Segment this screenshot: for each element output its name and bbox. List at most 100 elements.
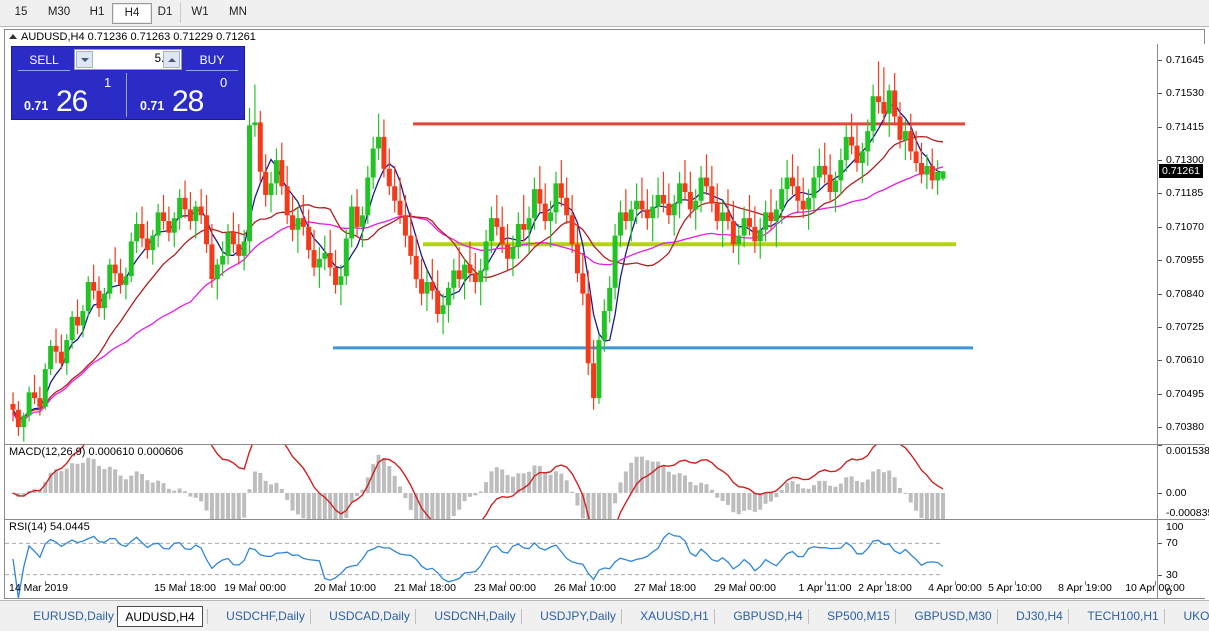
candlestick: [118, 258, 124, 294]
candlestick: [333, 250, 339, 294]
symbol-tab-audusd-h4[interactable]: AUDUSD,H4: [117, 606, 203, 627]
symbol-tab-tech100-h1[interactable]: TECH100,H1: [1087, 609, 1159, 623]
time-axis[interactable]: 14 Mar 2019 15 Mar 18:00 19 Mar 00:00 20 Ma…: [5, 581, 1204, 597]
candlestick: [918, 142, 924, 184]
macd-histogram-bar: [80, 462, 85, 493]
candlestick: [85, 276, 91, 317]
macd-histogram-bar: [102, 469, 107, 493]
symbol-tab-xauusd-h1[interactable]: XAUUSD,H1: [640, 609, 709, 623]
buy-button[interactable]: BUY: [186, 50, 238, 71]
candlestick: [703, 154, 709, 195]
macd-histogram-bar: [478, 491, 483, 493]
timeframe-d1[interactable]: D1: [157, 6, 173, 18]
macd-histogram-bar: [699, 482, 704, 493]
macd-histogram-bar: [908, 492, 913, 503]
sell-button[interactable]: SELL: [18, 50, 70, 71]
macd-scale[interactable]: 0.001538 0.00 -0.000835: [1157, 445, 1209, 520]
symbol-tab-usdcnh-daily[interactable]: USDCNH,Daily: [434, 609, 516, 623]
candlestick: [295, 206, 301, 253]
price-tick: [1158, 260, 1162, 262]
macd-histogram-bar: [677, 473, 682, 493]
symbol-tab-sp500-m15[interactable]: SP500,M15: [827, 609, 890, 623]
time-tick: [955, 581, 956, 585]
macd-histogram-bar: [887, 470, 892, 493]
tab-separator: [808, 609, 809, 624]
sell-price-prefix: 0.71: [24, 99, 49, 113]
symbol-tab-eurusd-daily[interactable]: EURUSD,Daily: [33, 609, 114, 623]
candlestick: [32, 374, 38, 404]
candlestick: [435, 270, 441, 323]
candlestick: [666, 183, 672, 224]
macd-histogram-bar: [844, 477, 849, 493]
macd-histogram-bar: [156, 480, 161, 493]
rsi-tick: [1158, 543, 1162, 545]
candlestick: [171, 212, 177, 248]
candlestick: [26, 386, 32, 422]
symbol-tab-gbpusd-m30[interactable]: GBPUSD,M30: [914, 609, 992, 623]
candlestick: [343, 229, 349, 285]
candlestick: [897, 102, 903, 149]
candlestick: [483, 229, 489, 283]
timeframe-w1[interactable]: W1: [191, 6, 209, 18]
tab-separator: [1068, 609, 1069, 624]
timeframe-h1[interactable]: H1: [89, 6, 105, 18]
macd-histogram-bar: [457, 492, 462, 510]
symbol-tab-usdjpy-daily[interactable]: USDJPY,Daily: [540, 609, 616, 623]
timeframe-h4[interactable]: H4: [112, 3, 152, 24]
macd-histogram-bar: [107, 466, 112, 493]
sell-price-display[interactable]: 0.71 26 1: [14, 73, 127, 118]
symbol-tab-dj30-h4[interactable]: DJ30,H4: [1016, 609, 1063, 623]
buy-price-display[interactable]: 0.71 28 0: [130, 73, 242, 118]
timeframe-15[interactable]: 15: [14, 6, 28, 18]
rsi-pane[interactable]: RSI(14) 54.0445 100 70 30 0: [5, 520, 1205, 598]
price-scale[interactable]: 0.71645 0.71530 0.71415 0.71300 0.71185 0.710…: [1157, 44, 1205, 444]
macd-signal-line: [12, 445, 944, 519]
candlestick: [591, 340, 597, 410]
volume-decrease-button[interactable]: [76, 51, 93, 68]
macd-histogram-bar: [790, 481, 795, 493]
timeframe-mn[interactable]: MN: [229, 6, 247, 18]
one-click-trading-panel[interactable]: SELL 5.00 BUY 0.71 26 1 0.71 28 0: [11, 46, 245, 120]
macd-histogram-bar: [656, 461, 661, 493]
candlestick: [827, 154, 833, 201]
tab-separator: [1164, 609, 1165, 624]
macd-histogram-bar: [634, 456, 639, 493]
candlestick: [64, 334, 70, 375]
volume-increase-button[interactable]: [163, 51, 180, 68]
macd-histogram-bar: [860, 482, 865, 493]
rsi-scale[interactable]: 100 70 30 0: [1157, 520, 1205, 598]
macd-histogram-bar: [123, 479, 128, 493]
candlestick: [531, 177, 537, 230]
symbol-tab-gbpusd-h4[interactable]: GBPUSD,H4: [733, 609, 803, 623]
candlestick: [69, 311, 75, 349]
macd-histogram-bar: [451, 492, 456, 517]
macd-histogram-bar: [666, 471, 671, 493]
symbol-tab-usdchf-daily[interactable]: USDCHF,Daily: [226, 609, 305, 623]
candlestick: [746, 194, 752, 236]
macd-histogram-bar: [295, 492, 300, 515]
symbol-tab-usdcad-daily[interactable]: USDCAD,Daily: [329, 609, 410, 623]
symbol-tab-bar[interactable]: EURUSD,Daily AUDUSD,H4 USDCHF,Daily USDCAD,…: [0, 600, 1209, 631]
candlestick: [15, 401, 21, 436]
oct-controls-row: SELL 5.00 BUY: [12, 47, 244, 73]
rsi-canvas[interactable]: [5, 520, 1157, 598]
price-pane[interactable]: 0.71645 0.71530 0.71415 0.71300 0.71185 0.710…: [5, 44, 1205, 444]
macd-histogram-bar: [419, 492, 424, 519]
macd-histogram-bar: [199, 492, 204, 502]
volume-input[interactable]: 5.00: [74, 49, 182, 70]
macd-histogram-bar: [553, 471, 558, 493]
tab-separator: [415, 609, 416, 624]
timeframe-m30[interactable]: M30: [47, 6, 71, 18]
candlestick: [37, 386, 43, 416]
candlestick: [322, 235, 328, 271]
candlestick: [462, 258, 468, 300]
candlestick: [48, 340, 54, 375]
macd-pane[interactable]: MACD(12,26,9) 0.000610 0.000606 0.001538…: [5, 445, 1209, 520]
macd-canvas[interactable]: [5, 445, 1157, 519]
macd-histogram-bar: [161, 483, 166, 493]
candlestick: [763, 200, 769, 242]
symbol-tab-uko[interactable]: UKO: [1183, 609, 1209, 623]
price-chart-canvas[interactable]: [5, 44, 1157, 444]
macd-histogram-bar: [489, 471, 494, 493]
macd-histogram-bar: [613, 492, 618, 504]
